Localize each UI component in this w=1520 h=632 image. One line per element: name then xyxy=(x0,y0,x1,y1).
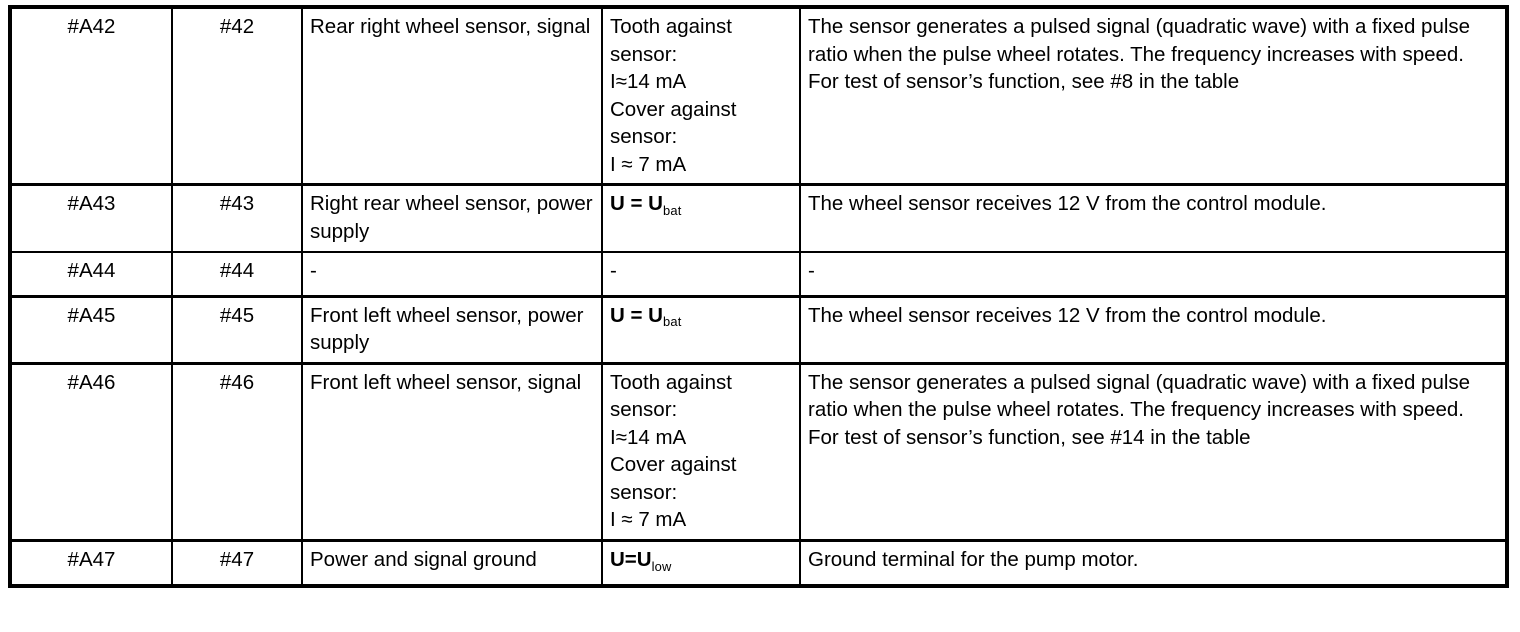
value-line: Cover against xyxy=(610,97,737,121)
cell-pin-id: #A45 xyxy=(9,294,173,365)
cell-pin-number: #47 xyxy=(171,539,303,587)
cell-description: The wheel sensor receives 12 V from the … xyxy=(799,183,1508,253)
cell-value: Tooth against sensor: I≈14 mA Cover agai… xyxy=(601,6,801,186)
description-paragraph: The wheel sensor receives 12 V from the … xyxy=(808,303,1327,327)
cell-description: The wheel sensor receives 12 V from the … xyxy=(799,294,1508,365)
cell-function: Rear right wheel sensor, signal xyxy=(301,6,603,186)
cell-pin-id: #A43 xyxy=(9,183,173,253)
value-line: I≈14 mA xyxy=(610,70,687,94)
value-line: Tooth against xyxy=(610,370,732,394)
cell-value: U = Ubat xyxy=(601,183,801,253)
value-line: I ≈ 7 mA xyxy=(610,152,687,176)
cell-value: U=Ulow xyxy=(601,539,801,587)
value-symbol: U = U xyxy=(610,192,663,216)
description-paragraph: The wheel sensor receives 12 V from the … xyxy=(808,192,1327,216)
value-expression: U=Ulow xyxy=(610,548,672,574)
value-expression: U = Ubat xyxy=(610,192,682,219)
cell-pin-number: #43 xyxy=(171,183,303,253)
description-paragraph: The sensor generates a pulsed signal (qu… xyxy=(808,15,1471,66)
cell-function: Right rear wheel sensor, power supply xyxy=(301,183,603,253)
value-line: sensor: xyxy=(610,480,678,504)
value-expression: U = Ubat xyxy=(610,303,682,330)
value-line: sensor: xyxy=(610,42,678,66)
table-row: #A45 #45 Front left wheel sensor, power … xyxy=(9,294,1508,365)
description-paragraph: For test of sensor’s function, see #8 in… xyxy=(808,70,1240,94)
cell-function: - xyxy=(301,250,603,298)
cell-pin-id: #A42 xyxy=(9,6,173,186)
value-line: sensor: xyxy=(610,398,678,422)
cell-pin-number: #42 xyxy=(171,6,303,186)
value-line: I≈14 mA xyxy=(610,425,687,449)
value-line: sensor: xyxy=(610,125,678,149)
cell-pin-number: #46 xyxy=(171,361,303,542)
value-subscript: bat xyxy=(662,203,682,219)
cell-pin-id: #A47 xyxy=(9,539,173,587)
cell-function: Front left wheel sensor, signal xyxy=(301,361,603,542)
cell-value: U = Ubat xyxy=(601,294,801,365)
value-line: I ≈ 7 mA xyxy=(610,508,687,532)
cell-description: Ground terminal for the pump motor. xyxy=(799,539,1508,587)
pin-assignment-table: #A42 #42 Rear right wheel sensor, signal… xyxy=(8,5,1509,588)
table-row: #A47 #47 Power and signal ground U=Ulow … xyxy=(9,539,1508,587)
cell-function: Front left wheel sensor, power supply xyxy=(301,294,603,365)
value-line: Tooth against xyxy=(610,15,732,38)
table-row: #A44 #44 - - - xyxy=(9,250,1508,298)
table-row: #A43 #43 Right rear wheel sensor, power … xyxy=(9,183,1508,253)
cell-pin-number: #45 xyxy=(171,294,303,365)
cell-pin-id: #A46 xyxy=(9,361,173,542)
description-paragraph: The sensor generates a pulsed signal (qu… xyxy=(808,370,1471,422)
cell-value: - xyxy=(601,250,801,298)
table-body: #A42 #42 Rear right wheel sensor, signal… xyxy=(9,6,1508,587)
cell-pin-number: #44 xyxy=(171,250,303,298)
description-paragraph: - xyxy=(808,258,815,282)
description-paragraph: For test of sensor’s function, see #14 i… xyxy=(808,425,1251,449)
value-symbol: U = U xyxy=(610,303,663,327)
description-paragraph: Ground terminal for the pump motor. xyxy=(808,548,1139,571)
cell-description: The sensor generates a pulsed signal (qu… xyxy=(799,6,1508,186)
cell-value: Tooth against sensor: I≈14 mA Cover agai… xyxy=(601,361,801,542)
cell-function: Power and signal ground xyxy=(301,539,603,587)
value-symbol: U=U xyxy=(610,548,652,571)
table-row: #A42 #42 Rear right wheel sensor, signal… xyxy=(9,6,1508,186)
cell-pin-id: #A44 xyxy=(9,250,173,298)
cell-description: The sensor generates a pulsed signal (qu… xyxy=(799,361,1508,542)
table-row: #A46 #46 Front left wheel sensor, signal… xyxy=(9,361,1508,542)
value-subscript: low xyxy=(651,558,672,574)
cell-description: - xyxy=(799,250,1508,298)
value-line: Cover against xyxy=(610,453,737,477)
value-subscript: bat xyxy=(662,314,682,330)
